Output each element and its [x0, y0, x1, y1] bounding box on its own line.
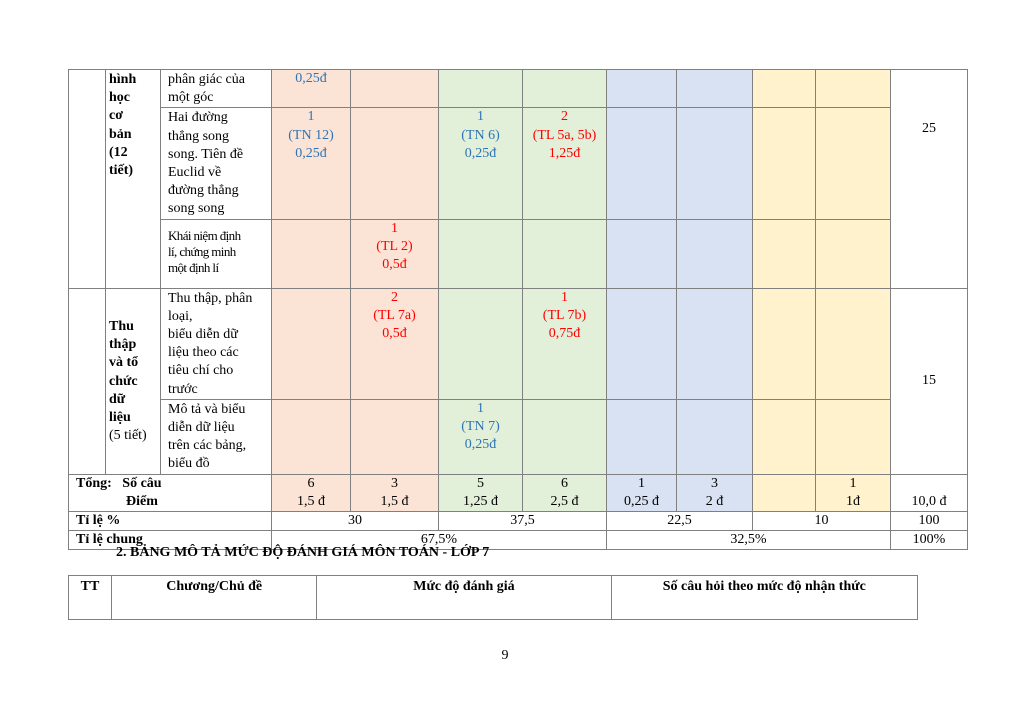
totals-label: Tổng: Số câu Điểm	[68, 473, 272, 513]
ratio-value: 30	[271, 511, 439, 532]
cell-tl-vd	[676, 68, 753, 109]
cell-tl-th: 1 (TL 7b) 0,75đ	[522, 287, 607, 400]
cell-tn-vdc	[752, 398, 816, 475]
cell-tn-th	[438, 68, 523, 109]
totals-row: Tổng: Số câu Điểm 6 1,5 đ 3 1,5 đ 5 1,25 đ …	[68, 473, 968, 513]
cell-tl-vdc	[815, 287, 891, 400]
cell-tn-vdc	[752, 107, 816, 220]
total-cell: 1 1đ	[815, 473, 891, 513]
header-question-count: Số câu hỏi theo mức độ nhận thức	[610, 575, 919, 620]
cell-tn-vd	[606, 218, 677, 289]
total-cell	[752, 473, 816, 513]
cell-tl-nb: 1 (TL 2) 0,5đ	[350, 218, 439, 289]
cell-tn-vdc	[752, 68, 816, 109]
lesson-describe-data: Mô tả và biểu diễn dữ liệu trên các bảng…	[160, 398, 272, 475]
topic-line: cơ	[109, 108, 123, 124]
cell-tn-nb	[271, 398, 351, 475]
overall-label: Tỉ lệ chung	[68, 530, 272, 551]
table-row: Mô tả và biểu diễn dữ liệu trên các bảng…	[69, 398, 968, 475]
section-heading: 2. BẢNG MÔ TẢ MỨC ĐỘ ĐÁNH GIÁ MÔN TOÁN -…	[116, 545, 490, 560]
ratio-label: Tỉ lệ %	[68, 511, 272, 532]
cell-tn-nb	[271, 218, 351, 289]
cell-tl-th	[522, 68, 607, 109]
cell-tn-th: 1 (TN 6) 0,25đ	[438, 107, 523, 220]
cell-tl-nb	[350, 107, 439, 220]
ratio-value: 37,5	[438, 511, 607, 532]
cell-tl-vd	[676, 107, 753, 220]
total-cell: 6 1,5 đ	[271, 473, 351, 513]
cell-tl-vd	[676, 287, 753, 400]
cell-tl-nb	[350, 68, 439, 109]
cell-tn-vd	[606, 398, 677, 475]
page-number: 9	[501, 648, 509, 663]
cell-tl-vd	[676, 398, 753, 475]
cell-tn-nb: 1 (TN 12) 0,25đ	[271, 107, 351, 220]
total-cell: 6 2,5 đ	[522, 473, 607, 513]
topic-data: Thu thập và tổ chức dữ liệu (5 tiết)	[105, 287, 161, 475]
cell-tl-th: 2 (TL 5a, 5b) 1,25đ	[522, 107, 607, 220]
cell-tl-vdc	[815, 107, 891, 220]
cell-tl-th	[522, 398, 607, 475]
cell-tn-th	[438, 218, 523, 289]
table-row: Hai đường thẳng song song. Tiên đề Eucli…	[69, 107, 968, 220]
table-row: Thu thập và tổ chức dữ liệu (5 tiết) Thu…	[68, 287, 968, 475]
total-cell: 1 0,25 đ	[606, 473, 677, 513]
overall-row: Tỉ lệ chung 67,5% 32,5% 100%	[68, 530, 968, 551]
description-table: TT Chương/Chủ đề Mức độ đánh giá Số câu …	[67, 575, 919, 620]
lesson-bisector: phân giác của một góc	[160, 68, 272, 109]
cell-tn-nb	[271, 287, 351, 400]
cell-tl-nb: 2 (TL 7a) 0,5đ	[350, 287, 439, 400]
tt-cell	[68, 287, 106, 475]
topic-line: học	[109, 90, 130, 106]
cell-tn-vd	[606, 107, 677, 220]
table-row: Khái niệm định lí, chứng minh một định l…	[69, 218, 968, 289]
cell-tl-vdc	[815, 398, 891, 475]
cell-tl-vdc	[815, 68, 891, 109]
total-cell: 3 1,5 đ	[350, 473, 439, 513]
percent-geometry: 25	[890, 69, 968, 289]
cell-tl-vdc	[815, 218, 891, 289]
ratio-value: 10	[752, 511, 891, 532]
tt-cell	[68, 69, 106, 289]
cell-tn-nb: 0,25đ	[271, 68, 351, 109]
ratio-value: 22,5	[606, 511, 753, 532]
assessment-matrix-table: hình học cơ bản (12 tiết) phân giác của …	[68, 68, 968, 551]
cell-tn-vd	[606, 287, 677, 400]
topic-line: bản	[109, 126, 132, 142]
lesson-collect-data: Thu thập, phân loại, biểu diễn dữ liệu t…	[160, 287, 272, 400]
percent-data: 15	[890, 287, 968, 475]
header-chapter: Chương/Chủ đề	[111, 575, 318, 620]
overall-total: 100%	[890, 530, 968, 551]
table-row: hình học cơ bản (12 tiết) phân giác của …	[68, 68, 968, 289]
table-header-row: TT Chương/Chủ đề Mức độ đánh giá Số câu …	[67, 575, 919, 620]
topic-line: (12	[109, 144, 128, 160]
ratio-total: 100	[890, 511, 968, 532]
lesson-theorem: Khái niệm định lí, chứng minh một định l…	[160, 218, 272, 289]
cell-tn-th: 1 (TN 7) 0,25đ	[438, 398, 523, 475]
cell-tl-nb	[350, 398, 439, 475]
cell-tn-vdc	[752, 218, 816, 289]
header-tt: TT	[67, 575, 113, 620]
cell-tn-th	[438, 287, 523, 400]
topic-line: hình	[109, 72, 137, 87]
total-cell: 5 1,25 đ	[438, 473, 523, 513]
grand-total: 10,0 đ	[890, 473, 968, 513]
cell-tn-vd	[606, 68, 677, 109]
overall-value: 32,5%	[606, 530, 891, 551]
ratio-row: Tỉ lệ % 30 37,5 22,5 10 100	[68, 511, 968, 532]
lesson-parallel-lines: Hai đường thẳng song song. Tiên đề Eucli…	[160, 107, 272, 220]
topic-geometry: hình học cơ bản (12 tiết)	[105, 69, 161, 289]
header-level: Mức độ đánh giá	[316, 575, 612, 620]
cell-tn-vdc	[752, 287, 816, 400]
cell-tl-th	[522, 218, 607, 289]
topic-line: tiết)	[109, 163, 134, 179]
cell-tl-vd	[676, 218, 753, 289]
